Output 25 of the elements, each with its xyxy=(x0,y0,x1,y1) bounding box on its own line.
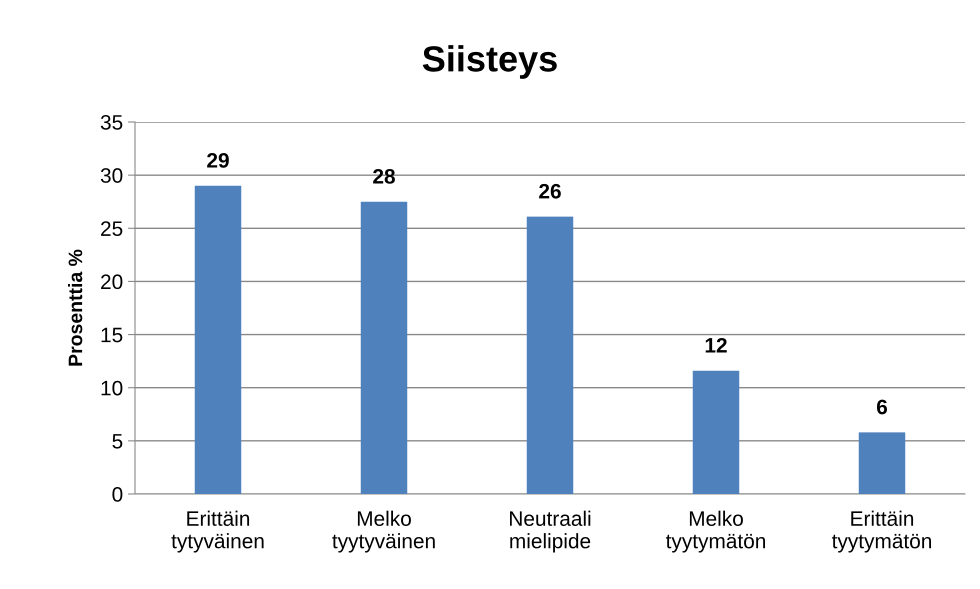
x-tick-label: Neutraali mielipide xyxy=(510,510,590,553)
y-tick-label: 20 xyxy=(101,274,122,290)
y-tick-label: 5 xyxy=(112,434,122,449)
data-label: 26 xyxy=(539,184,561,199)
x-tick-label: Melko tyytymätön xyxy=(666,510,766,553)
y-axis-title: Prosenttia % xyxy=(68,250,82,366)
data-label: 12 xyxy=(706,338,727,352)
bar xyxy=(360,202,408,494)
x-tick-label: Erittäin tyytymätön xyxy=(832,510,932,553)
y-tick-label: 0 xyxy=(112,487,122,502)
data-label: 28 xyxy=(373,168,395,184)
y-tick-label: 15 xyxy=(102,328,122,342)
bar xyxy=(194,186,242,494)
x-tick-label: Erittäin tytyväinen xyxy=(171,510,264,553)
y-tick-label: 10 xyxy=(102,380,122,396)
y-tick-label: 30 xyxy=(100,168,122,183)
y-tick-label: 25 xyxy=(101,221,122,236)
bar xyxy=(858,432,906,494)
bar xyxy=(692,370,740,494)
chart-title: Siisteys xyxy=(422,45,557,79)
data-label: 6 xyxy=(876,400,888,414)
y-tick-label: 35 xyxy=(100,115,122,130)
x-tick-label: Melko tyytyväinen xyxy=(332,510,435,553)
bar xyxy=(526,216,574,494)
data-label: 29 xyxy=(207,153,229,168)
